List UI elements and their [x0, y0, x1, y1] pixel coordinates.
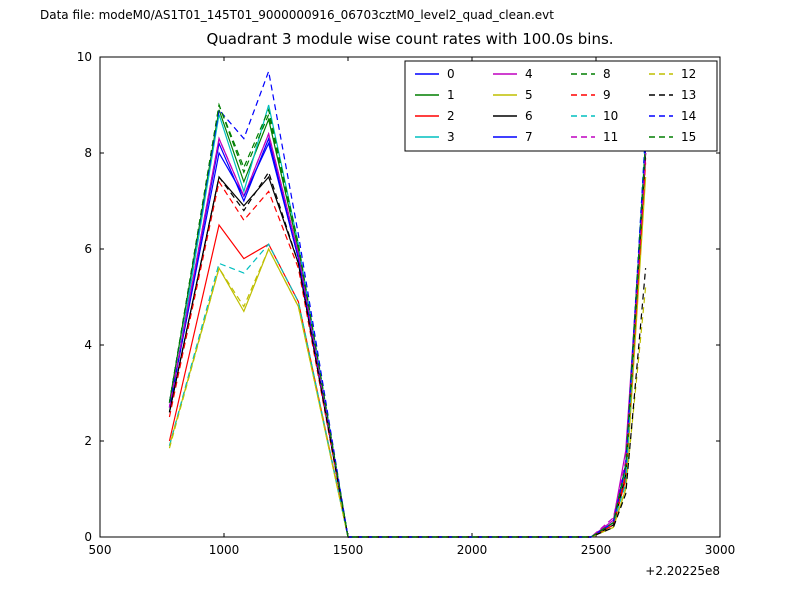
x-tick-label: 2000	[457, 543, 488, 557]
legend-label-12: 12	[681, 67, 696, 81]
legend-label-11: 11	[603, 130, 618, 144]
legend-label-3: 3	[447, 130, 455, 144]
legend-label-8: 8	[603, 67, 611, 81]
series-line-11	[168, 131, 647, 538]
data-file-label: Data file: modeM0/AS1T01_145T01_90000009…	[40, 8, 554, 22]
legend-label-15: 15	[681, 130, 696, 144]
series-line-14	[168, 69, 647, 538]
legend-box	[404, 60, 718, 152]
x-tick-label: 1500	[333, 543, 364, 557]
y-tick-label: 10	[77, 50, 92, 64]
y-tick-label: 4	[84, 338, 92, 352]
y-tick-label: 2	[84, 434, 92, 448]
x-axis-offset-text: +2.20225e8	[645, 564, 720, 578]
legend-label-9: 9	[603, 88, 611, 102]
legend-label-0: 0	[447, 67, 455, 81]
series-line-0	[168, 136, 647, 538]
y-tick-label: 8	[84, 146, 92, 160]
x-tick-label: 3000	[705, 543, 736, 557]
legend-label-2: 2	[447, 109, 455, 123]
series-line-8	[168, 102, 647, 538]
chart-title: Quadrant 3 module wise count rates with …	[206, 30, 614, 48]
legend-label-14: 14	[681, 109, 696, 123]
series-line-15	[168, 102, 647, 538]
legend-label-10: 10	[603, 109, 618, 123]
legend-label-6: 6	[525, 109, 533, 123]
legend-label-1: 1	[447, 88, 455, 102]
series-line-6	[168, 152, 647, 538]
series-line-3	[168, 104, 647, 538]
x-tick-label: 1000	[209, 543, 240, 557]
series-line-2	[168, 157, 647, 538]
legend-label-13: 13	[681, 88, 696, 102]
legend-label-7: 7	[525, 130, 533, 144]
series-line-12	[168, 247, 647, 538]
x-tick-label: 500	[89, 543, 112, 557]
y-tick-label: 6	[84, 242, 92, 256]
y-tick-label: 0	[84, 530, 92, 544]
legend-label-4: 4	[525, 67, 533, 81]
series-line-10	[168, 128, 647, 538]
series-line-13	[168, 170, 647, 538]
series-line-1	[168, 109, 647, 538]
x-tick-label: 2500	[581, 543, 612, 557]
legend-label-5: 5	[525, 88, 533, 102]
series-line-5	[168, 176, 647, 538]
series-line-9	[168, 162, 647, 538]
